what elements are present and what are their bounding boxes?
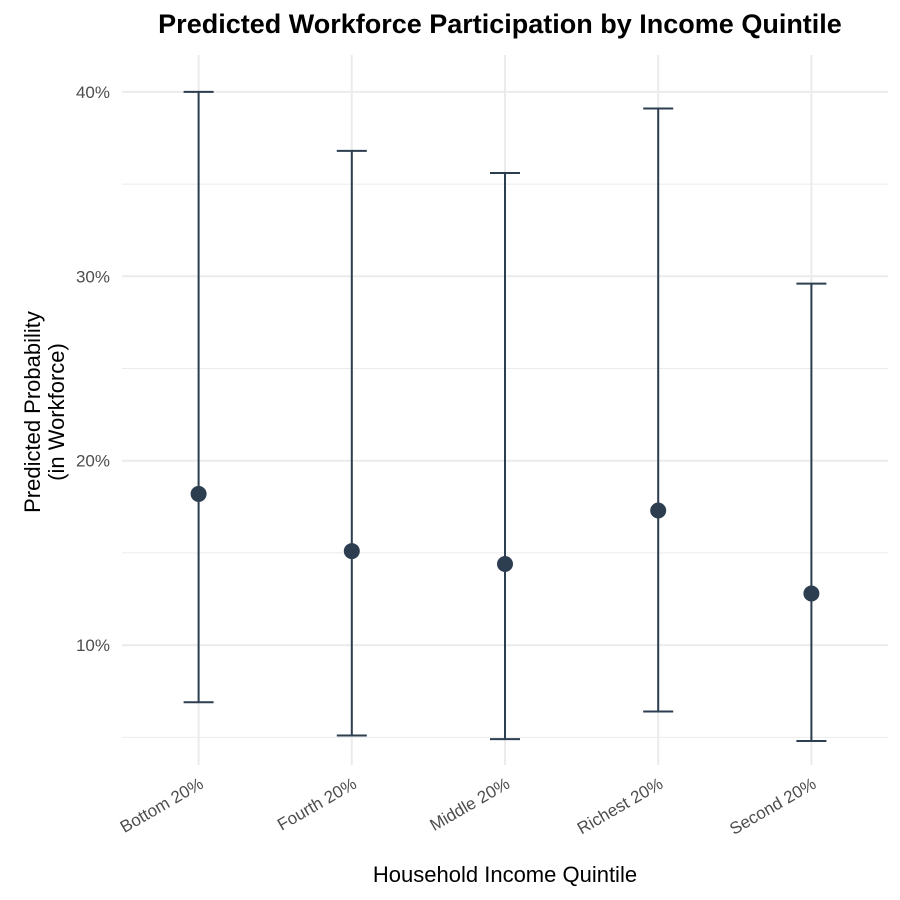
- x-axis-title: Household Income Quintile: [373, 862, 637, 887]
- x-tick-label: Bottom 20%: [117, 774, 207, 837]
- data-marks: [183, 90, 827, 743]
- y-axis-title-line-1: Predicted Probability: [20, 311, 45, 513]
- x-tick-label: Middle 20%: [427, 774, 513, 835]
- y-tick-label: 20%: [76, 452, 110, 471]
- error-bar-group: [643, 107, 674, 713]
- x-tick-label: Fourth 20%: [274, 774, 360, 834]
- x-axis-ticks: Bottom 20% Fourth 20% Middle 20% Richest 20…: [117, 774, 820, 839]
- error-bar-group: [183, 90, 214, 704]
- data-point: [190, 485, 207, 502]
- x-tick-label: Richest 20%: [574, 774, 666, 838]
- error-bar-group: [336, 149, 367, 737]
- y-tick-label: 30%: [76, 267, 110, 286]
- y-axis-ticks: 10% 20% 30% 40%: [76, 83, 110, 655]
- error-bar-group: [490, 172, 520, 741]
- data-point: [343, 543, 360, 560]
- y-axis-title-line-2: (in Workforce): [44, 343, 69, 481]
- y-axis-title: Predicted Probability (in Workforce): [20, 311, 69, 513]
- data-point: [803, 585, 820, 602]
- error-bar-group: [796, 282, 827, 743]
- data-point: [497, 555, 513, 572]
- data-point: [650, 502, 667, 519]
- x-tick-label: Second 20%: [726, 774, 819, 839]
- chart-title: Predicted Workforce Participation by Inc…: [158, 9, 842, 39]
- y-tick-label: 40%: [76, 83, 110, 102]
- y-tick-label: 10%: [76, 636, 110, 655]
